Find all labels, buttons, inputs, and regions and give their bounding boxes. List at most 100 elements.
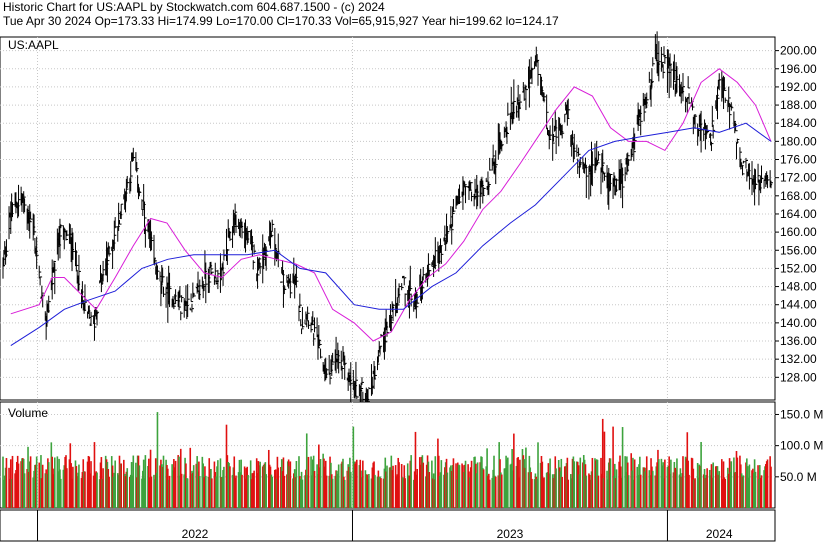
volume-bar bbox=[521, 448, 524, 508]
volume-bar bbox=[228, 463, 230, 508]
volume-bar bbox=[208, 458, 211, 508]
volume-bar bbox=[219, 458, 222, 508]
volume-bar bbox=[123, 473, 126, 508]
volume-bar bbox=[217, 460, 219, 508]
volume-bar bbox=[132, 455, 135, 508]
volume-bar bbox=[51, 456, 53, 508]
volume-bar bbox=[619, 455, 621, 508]
volume-bar bbox=[674, 467, 677, 508]
volume-bar bbox=[343, 476, 345, 508]
volume-bar bbox=[26, 468, 28, 508]
volume-bar bbox=[64, 456, 66, 508]
volume-bar bbox=[394, 465, 397, 508]
volume-bar bbox=[386, 465, 388, 508]
volume-bar bbox=[198, 461, 200, 508]
volume-bar bbox=[692, 468, 695, 508]
volume-bar bbox=[210, 468, 212, 508]
volume-bar bbox=[347, 464, 349, 508]
volume-bar bbox=[180, 473, 183, 508]
volume-bar bbox=[185, 463, 187, 508]
volume-bar bbox=[353, 461, 356, 508]
volume-bar bbox=[759, 477, 762, 508]
volume-bar bbox=[378, 476, 381, 508]
volume-bar bbox=[307, 456, 310, 508]
volume-bar bbox=[83, 471, 85, 508]
price-grid bbox=[0, 37, 775, 400]
volume-bar bbox=[318, 467, 321, 508]
volume-bar bbox=[431, 478, 434, 508]
chart-header-line2: Tue Apr 30 2024 Op=173.33 Hi=174.99 Lo=1… bbox=[3, 14, 559, 28]
volume-bar bbox=[361, 470, 363, 508]
volume-bar bbox=[231, 474, 234, 508]
volume-bar bbox=[201, 456, 204, 508]
volume-bar bbox=[632, 457, 634, 508]
volume-bar bbox=[715, 466, 718, 508]
volume-bar bbox=[274, 469, 277, 508]
volume-bar bbox=[190, 473, 192, 508]
volume-bar bbox=[486, 448, 488, 508]
volume-bar bbox=[50, 442, 53, 508]
volume-bar bbox=[485, 466, 488, 508]
volume-bar bbox=[596, 459, 599, 508]
volume-bar bbox=[29, 456, 32, 508]
volume-bar bbox=[717, 474, 720, 508]
volume-bar bbox=[3, 475, 6, 508]
volume-bar bbox=[283, 475, 286, 508]
volume-bar bbox=[155, 472, 158, 508]
volume-bar bbox=[582, 455, 585, 508]
volume-bar bbox=[172, 470, 174, 508]
price-axis: 200.00 196.00 192.00 188.00 184.00 180.00 176.… bbox=[775, 44, 817, 384]
volume-bar bbox=[44, 473, 47, 508]
volume-bar bbox=[336, 470, 338, 508]
volume-bar bbox=[648, 470, 651, 508]
volume-bar bbox=[137, 455, 140, 508]
volume-bar bbox=[202, 463, 204, 508]
price-tick-label: 128.00 bbox=[780, 370, 817, 384]
volume-bar bbox=[433, 479, 436, 508]
volume-bar bbox=[468, 471, 470, 508]
volume-bar bbox=[59, 469, 61, 508]
volume-bar bbox=[525, 447, 527, 508]
volume-bar bbox=[243, 466, 246, 508]
volume-tick-label: 50.0 M bbox=[780, 470, 817, 484]
volume-bar bbox=[293, 469, 296, 508]
volume-bar bbox=[191, 470, 193, 508]
volume-bar bbox=[392, 465, 394, 508]
volume-bar bbox=[68, 459, 71, 508]
volume-bar bbox=[143, 478, 146, 508]
volume-bar bbox=[20, 461, 22, 508]
volume-bar bbox=[645, 467, 647, 508]
volume-bar bbox=[553, 474, 556, 508]
year-label: 2023 bbox=[497, 527, 524, 541]
volume-bar bbox=[527, 472, 530, 508]
volume-bar bbox=[416, 468, 419, 508]
volume-bar bbox=[481, 456, 483, 508]
volume-bar bbox=[28, 461, 31, 508]
volume-bar bbox=[204, 475, 207, 508]
volume-bar bbox=[590, 471, 593, 508]
volume-bar bbox=[403, 465, 406, 508]
volume-bar bbox=[9, 459, 12, 508]
volume-bar bbox=[298, 456, 300, 508]
volume-bar bbox=[359, 459, 362, 508]
volume-bar bbox=[3, 479, 5, 508]
volume-bar bbox=[567, 479, 570, 508]
volume-bar bbox=[547, 463, 550, 508]
volume-bar bbox=[578, 474, 581, 508]
volume-bar bbox=[335, 470, 337, 508]
volume-bar bbox=[584, 464, 587, 508]
volume-bar bbox=[70, 463, 72, 508]
volume-bar bbox=[397, 457, 400, 508]
volume-bar bbox=[583, 459, 586, 508]
volume-bar bbox=[727, 473, 730, 508]
volume-bar bbox=[739, 464, 742, 508]
volume-bar bbox=[306, 475, 309, 508]
volume-bar bbox=[119, 463, 122, 508]
volume-bar bbox=[602, 478, 605, 508]
volume-bar bbox=[758, 465, 761, 508]
volume-bar bbox=[211, 478, 213, 508]
volume-bar bbox=[74, 460, 77, 508]
volume-bar bbox=[594, 458, 596, 508]
volume-bar bbox=[663, 478, 665, 508]
volume-bar bbox=[702, 474, 705, 508]
